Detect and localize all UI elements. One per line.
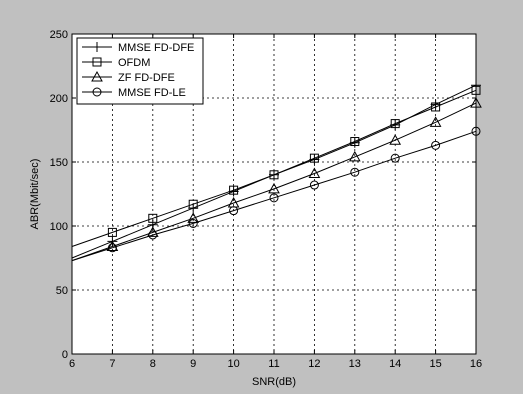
legend-label-zf-fd-dfe: ZF FD-DFE [118, 72, 175, 84]
data-point-ofdm [431, 102, 441, 112]
legend-label-mmse-fd-dfe: MMSE FD-DFE [118, 42, 194, 54]
data-point-mmse-fd-dfe [269, 169, 279, 180]
y-axis-label: ABR(Mbit/sec) [29, 159, 41, 230]
legend-marker-ofdm [92, 57, 102, 67]
data-point-zf-fd-dfe [268, 182, 280, 194]
y-tick-label: 150 [50, 157, 68, 169]
data-point-ofdm [309, 153, 319, 163]
y-tick-label: 100 [50, 221, 68, 233]
legend-marker-mmse-fd-le [92, 87, 102, 97]
data-point-mmse-fd-le [188, 218, 198, 228]
data-point-ofdm [390, 119, 400, 129]
legend-marker-mmse-fd-dfe [92, 42, 102, 52]
data-point-ofdm [229, 185, 239, 195]
data-point-mmse-fd-le [148, 230, 158, 240]
data-point-mmse-fd-le [269, 193, 279, 203]
data-point-mmse-fd-le [431, 140, 441, 150]
data-point-mmse-fd-dfe [471, 80, 481, 91]
y-tick-label: 0 [62, 349, 68, 361]
data-point-ofdm [269, 170, 279, 180]
data-point-zf-fd-dfe [470, 97, 482, 108]
data-point-mmse-fd-le [107, 243, 117, 253]
data-point-ofdm [188, 199, 198, 209]
x-tick-label: 16 [470, 358, 482, 370]
data-point-mmse-fd-dfe [228, 186, 239, 197]
data-point-zf-fd-dfe [308, 167, 321, 179]
y-tick-label: 200 [50, 93, 68, 105]
legend-label-mmse-fd-le: MMSE FD-LE [118, 87, 186, 99]
x-tick-label: 14 [389, 358, 401, 370]
data-point-mmse-fd-le [390, 153, 400, 163]
legend-marker-zf-fd-dfe [91, 70, 103, 82]
x-tick-label: 9 [190, 358, 196, 370]
data-point-zf-fd-dfe [429, 116, 442, 127]
x-tick-label: 15 [429, 358, 441, 370]
x-tick-label: 13 [349, 358, 361, 370]
data-point-mmse-fd-dfe [309, 154, 320, 165]
y-tick-label: 50 [56, 285, 68, 297]
series-line-mmse-fd-le [71, 130, 477, 262]
x-axis-label: SNR(dB) [252, 376, 296, 388]
data-point-zf-fd-dfe [106, 240, 119, 251]
x-tick-label: 11 [268, 358, 279, 370]
data-point-ofdm [107, 227, 117, 237]
y-axis-ticks: 0 50 100 150 200 250 [50, 29, 476, 361]
x-tick-label: 10 [227, 358, 239, 370]
data-point-mmse-fd-dfe [430, 99, 441, 110]
x-tick-label: 12 [308, 358, 320, 370]
series-markers [106, 80, 482, 253]
data-point-mmse-fd-le [471, 126, 481, 136]
y-tick-label: 250 [50, 29, 68, 41]
data-point-zf-fd-dfe [389, 134, 402, 145]
data-point-mmse-fd-dfe [349, 137, 360, 148]
data-point-mmse-fd-le [350, 167, 360, 177]
data-point-mmse-fd-dfe [390, 119, 401, 130]
series-line-zf-fd-dfe [71, 102, 477, 262]
x-tick-label: 8 [150, 358, 156, 370]
legend: MMSE FD-DFE OFDM ZF FD-DFE MMSE FD-LE [76, 37, 204, 105]
data-point-mmse-fd-le [229, 206, 239, 216]
data-point-ofdm [471, 85, 481, 95]
x-tick-label: 6 [69, 358, 75, 370]
x-tick-label: 7 [109, 358, 115, 370]
legend-label-ofdm: OFDM [118, 57, 150, 69]
data-point-ofdm [148, 213, 158, 223]
x-axis-ticks: 6 7 8 9 10 11 12 13 14 15 16 [69, 34, 482, 370]
data-point-zf-fd-dfe [348, 150, 361, 162]
legend-box [76, 37, 204, 105]
data-point-zf-fd-dfe [187, 212, 200, 223]
grid [72, 34, 476, 354]
data-point-ofdm [350, 137, 360, 147]
data-point-mmse-fd-le [309, 180, 319, 190]
